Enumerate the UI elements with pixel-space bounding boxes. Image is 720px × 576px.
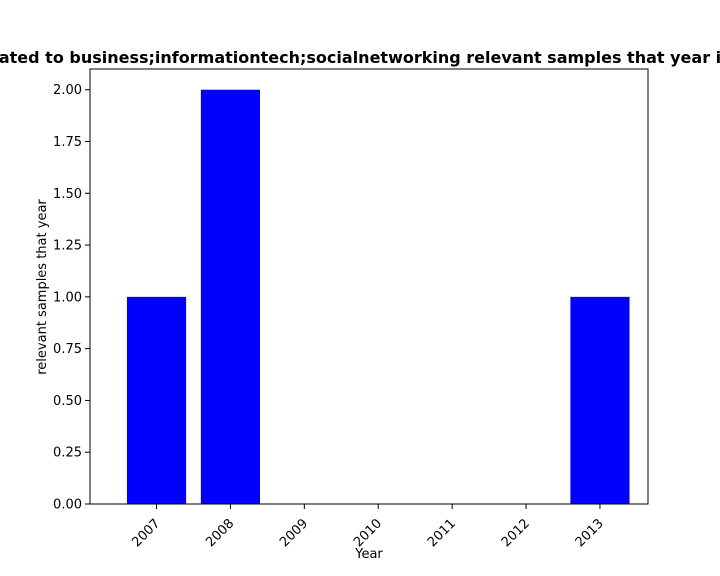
x-tick-label: 2009 [277,516,311,550]
y-tick-label: 0.50 [53,394,82,409]
y-axis-ticks: 0.00 0.25 0.50 0.75 1.00 1.25 1.50 1.75 2.00 [53,83,90,513]
y-tick-label: 0.75 [53,342,82,357]
y-tick-label: 1.75 [53,135,82,150]
bar-2013 [570,296,630,504]
chart-title: ated to business;informationtech;socialn… [0,48,720,67]
x-tick-label: 2008 [203,516,237,550]
x-tick-label: 2007 [129,516,163,550]
x-tick-label: 2011 [425,516,459,550]
x-axis-label: Year [354,547,383,562]
x-tick-label: 2010 [351,516,385,550]
y-tick-label: 1.50 [53,187,82,202]
y-tick-label: 1.25 [53,239,82,254]
bars-group [126,89,630,504]
plot-frame [89,68,649,505]
bar-2007 [126,296,187,504]
x-tick-label: 2012 [499,516,533,550]
y-tick-label: 0.25 [53,446,82,461]
y-axis-label: relevant samples that year [35,199,50,375]
y-tick-label: 1.00 [53,290,82,305]
y-tick-label: 0.00 [53,498,82,513]
x-axis-ticks: 2007 2008 2009 2010 2011 2012 2013 [129,504,607,550]
bar-2008 [200,89,260,504]
y-tick-label: 2.00 [53,83,82,98]
x-tick-label: 2013 [573,516,607,550]
